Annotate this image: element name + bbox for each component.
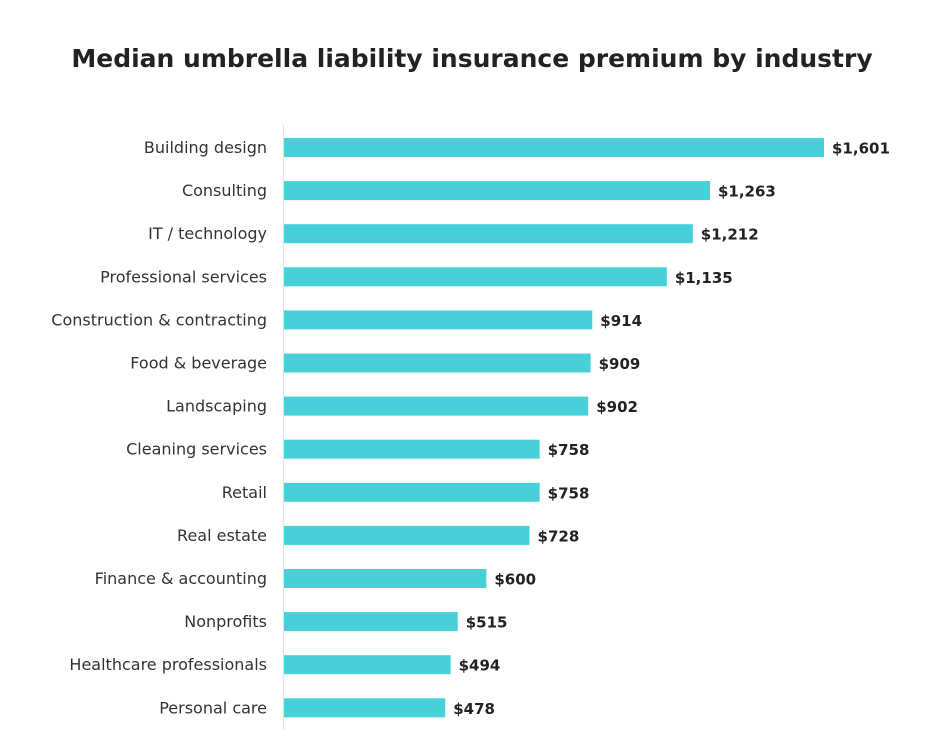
value-label: $494	[459, 657, 501, 675]
category-label: Retail	[222, 483, 267, 502]
category-label: Nonprofits	[184, 612, 267, 631]
bar	[284, 655, 451, 675]
category-label: Food & beverage	[130, 354, 267, 373]
bar	[284, 482, 540, 502]
category-label: Personal care	[159, 698, 267, 717]
bar	[284, 698, 446, 718]
category-label: Cleaning services	[126, 440, 267, 459]
bar	[284, 224, 693, 244]
bars-group: Building design $1,601 Consulting $1,263 IT …	[51, 138, 890, 718]
bar	[284, 138, 824, 157]
chart-title: Median umbrella liability insurance prem…	[71, 44, 873, 73]
category-label: Real estate	[177, 526, 267, 545]
bar	[284, 353, 591, 373]
value-label: $914	[600, 312, 642, 330]
bar	[284, 181, 710, 201]
category-label: Building design	[144, 138, 267, 157]
bar	[284, 612, 458, 632]
bar	[284, 439, 540, 459]
value-label: $1,263	[718, 183, 776, 201]
value-label: $902	[596, 398, 638, 416]
value-label: $478	[453, 700, 495, 718]
category-label: Healthcare professionals	[69, 655, 267, 674]
category-label: Professional services	[100, 267, 267, 286]
category-label: Consulting	[182, 181, 267, 200]
category-label: Construction & contracting	[51, 310, 267, 329]
value-label: $600	[494, 571, 536, 589]
category-label: IT / technology	[148, 224, 267, 243]
bar	[284, 525, 530, 545]
bar	[284, 310, 593, 330]
value-label: $515	[466, 614, 508, 632]
value-label: $1,135	[675, 269, 733, 287]
value-label: $758	[548, 484, 590, 502]
value-label: $909	[599, 355, 641, 373]
value-label: $1,212	[701, 226, 759, 244]
bar	[284, 396, 589, 416]
category-label: Landscaping	[166, 397, 267, 416]
value-label: $758	[548, 441, 590, 459]
value-label: $1,601	[832, 140, 890, 158]
value-label: $728	[538, 527, 580, 545]
bar	[284, 569, 487, 588]
category-label: Finance & accounting	[95, 569, 267, 588]
bar	[284, 267, 667, 287]
